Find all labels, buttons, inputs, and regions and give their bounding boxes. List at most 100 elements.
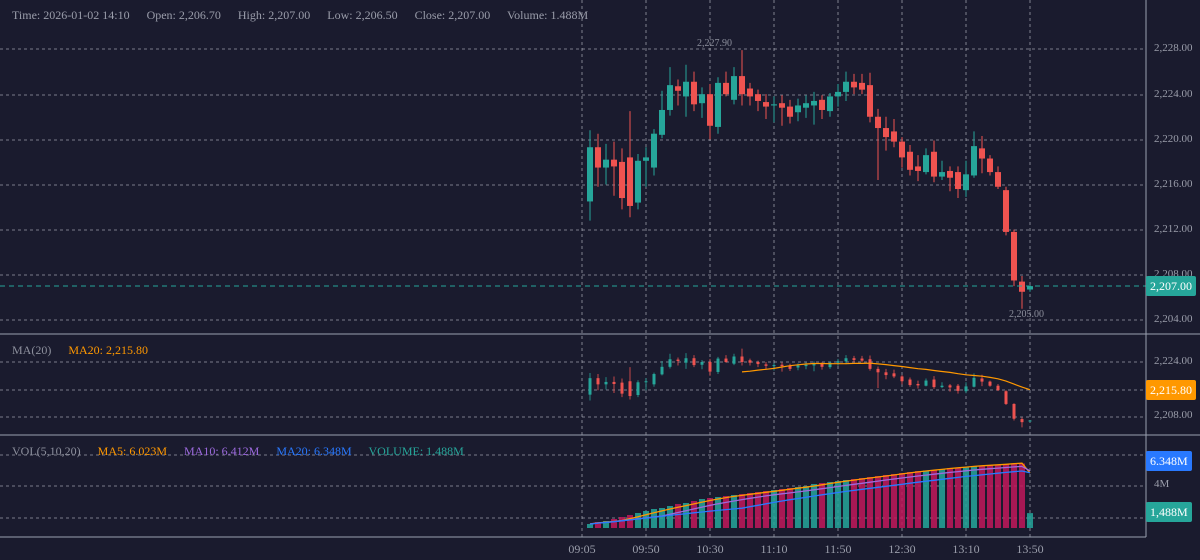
- volume-bar: [835, 481, 841, 528]
- ma-pane-candles: [588, 348, 1032, 428]
- price-tick: 2,212.00: [1154, 223, 1193, 235]
- volume-bar: [1003, 464, 1009, 528]
- ma-pane-candle-body: [796, 365, 800, 368]
- candle-body: [827, 96, 833, 112]
- volume-bar: [971, 466, 977, 528]
- volume-bar: [723, 496, 729, 528]
- candle-body: [923, 155, 929, 173]
- ma-pane-candle-body: [844, 358, 848, 362]
- candle-body: [635, 160, 641, 203]
- candle-body: [1011, 231, 1017, 281]
- candle-body: [731, 76, 737, 100]
- price-tick: 2,220.00: [1154, 133, 1193, 145]
- volume-bar: [731, 495, 737, 528]
- volume-bar: [691, 501, 697, 528]
- candle-body: [1003, 190, 1009, 232]
- ma-pane-candle-body: [628, 381, 632, 397]
- candle-body: [1019, 281, 1025, 292]
- ma-pane-candle-body: [612, 381, 616, 384]
- ma-pane-candle-body: [708, 362, 712, 372]
- ma-pane-candle-body: [836, 361, 840, 363]
- candle-body: [859, 82, 865, 90]
- candle-body: [867, 85, 873, 117]
- ma-pane-candle-body: [756, 362, 760, 365]
- candle-body: [939, 172, 945, 177]
- vol-ma20-label: MA20: 6.348M: [276, 444, 352, 458]
- candle-body: [955, 172, 961, 190]
- ma-pane-candle-body: [780, 364, 784, 367]
- candle-body: [883, 128, 889, 138]
- vol-ma20-tag: 6.348M: [1146, 451, 1192, 471]
- candle-body: [715, 82, 721, 127]
- ma-pane-candle-body: [644, 381, 648, 383]
- ma-pane-candle-body: [956, 385, 960, 391]
- candle-body: [931, 151, 937, 177]
- candle-body: [979, 148, 985, 159]
- info-low: Low: 2,206.50: [327, 8, 398, 22]
- low-annotation: 2,205.00: [1009, 309, 1044, 320]
- volume-bar: [795, 487, 801, 528]
- vol-volume-tag: 1,488M: [1146, 502, 1192, 522]
- time-tick: 09:50: [632, 542, 660, 556]
- volume-bar: [611, 519, 617, 528]
- time-tick: 09:05: [568, 542, 596, 556]
- vol-legend: VOL(5,10,20) MA5: 6.023M MA10: 6.412M MA…: [12, 444, 478, 459]
- price-tick: 2,216.00: [1154, 178, 1193, 190]
- candle-body: [803, 103, 809, 108]
- ma-pane-candle-body: [604, 381, 608, 385]
- ma-pane-candle-body: [732, 356, 736, 364]
- volume-bar: [619, 517, 625, 528]
- time-tick: 10:30: [696, 542, 724, 556]
- volume-bar: [779, 489, 785, 528]
- volume-bar: [675, 504, 681, 528]
- candle-body: [739, 76, 745, 95]
- candle-body: [811, 100, 817, 106]
- volume-bar: [883, 475, 889, 528]
- volume-bar: [923, 470, 929, 528]
- info-open: Open: 2,206.70: [146, 8, 221, 22]
- volume-bar: [747, 493, 753, 528]
- ma-tick: 2,224.00: [1154, 355, 1193, 367]
- candle-body: [947, 170, 953, 178]
- volume-bar: [627, 515, 633, 528]
- ma-pane-candle-body: [652, 374, 656, 385]
- volume-bar: [987, 465, 993, 528]
- candle-body: [659, 109, 665, 135]
- vol-ma10-label: MA10: 6.412M: [184, 444, 260, 458]
- ma-pane-candle-body: [588, 378, 592, 395]
- volume-bar: [947, 468, 953, 528]
- ma-pane-candle-body: [916, 384, 920, 386]
- candle-body: [891, 131, 897, 142]
- ma20-tag: 2,215.80: [1146, 380, 1196, 400]
- candle-body: [699, 94, 705, 104]
- candle-body: [651, 133, 657, 168]
- ma-pane-candle-body: [1012, 403, 1016, 419]
- ma-pane-candle-body: [596, 378, 600, 385]
- ma-pane-candle-body: [964, 386, 968, 392]
- ma-pane-candle-body: [876, 368, 880, 373]
- ma-pane-candle-body: [700, 362, 704, 365]
- ma-legend: MA(20) MA20: 2,215.80: [12, 343, 162, 358]
- volume-bar: [891, 474, 897, 528]
- ma-pane-candle-body: [940, 385, 944, 388]
- vol-ma5-label: MA5: 6.023M: [97, 444, 167, 458]
- volume-bar: [843, 480, 849, 528]
- ma-pane-candle-body: [884, 372, 888, 376]
- volume-bar: [939, 469, 945, 528]
- candle-body: [995, 172, 1001, 187]
- volume-bar: [763, 491, 769, 528]
- vol-ma20-line: [589, 470, 1031, 525]
- ma-pane-candle-body: [988, 381, 992, 386]
- volume-bar: [635, 513, 641, 528]
- candle-body: [795, 105, 801, 113]
- candle-body: [851, 81, 857, 88]
- volume-bar: [811, 484, 817, 528]
- candle-body: [787, 106, 793, 117]
- ma-pane-candle-body: [660, 366, 664, 375]
- volume-bar: [803, 486, 809, 528]
- price-tick: 2,224.00: [1154, 88, 1193, 100]
- candle-body: [595, 147, 601, 168]
- ma-pane-candle-body: [772, 365, 776, 367]
- candle-body: [643, 157, 649, 161]
